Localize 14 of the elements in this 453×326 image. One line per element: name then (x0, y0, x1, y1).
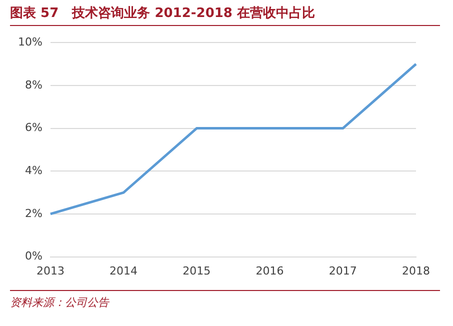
x-tick-label: 2018 (402, 264, 430, 278)
x-tick-label: 2014 (110, 264, 138, 278)
y-tick-label: 8% (24, 78, 42, 92)
y-tick-label: 2% (24, 206, 42, 220)
chart-title: 图表 57 技术咨询业务 2012-2018 在营收中占比 (10, 4, 440, 26)
y-tick-label: 0% (24, 250, 42, 263)
y-tick-label: 4% (24, 164, 42, 177)
x-tick-label: 2016 (256, 264, 284, 278)
x-tick-label: 2017 (328, 264, 357, 278)
y-tick-label: 6% (24, 121, 42, 134)
y-tick-label: 10% (18, 35, 42, 48)
text: 资料来源：公司公告 (10, 295, 110, 310)
x-tick-label: 2015 (182, 264, 211, 278)
x-tick-label: 2013 (36, 264, 64, 278)
